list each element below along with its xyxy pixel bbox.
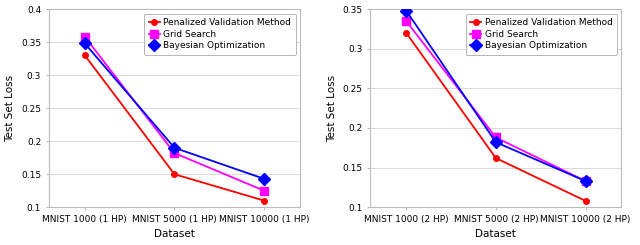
Y-axis label: Test Set Loss: Test Set Loss xyxy=(327,74,337,142)
Y-axis label: Test Set Loss: Test Set Loss xyxy=(6,74,15,142)
Legend: Penalized Validation Method, Grid Search, Bayesian Optimization: Penalized Validation Method, Grid Search… xyxy=(466,13,617,55)
Legend: Penalized Validation Method, Grid Search, Bayesian Optimization: Penalized Validation Method, Grid Search… xyxy=(144,13,296,55)
X-axis label: Dataset: Dataset xyxy=(476,230,516,239)
X-axis label: Dataset: Dataset xyxy=(154,230,195,239)
